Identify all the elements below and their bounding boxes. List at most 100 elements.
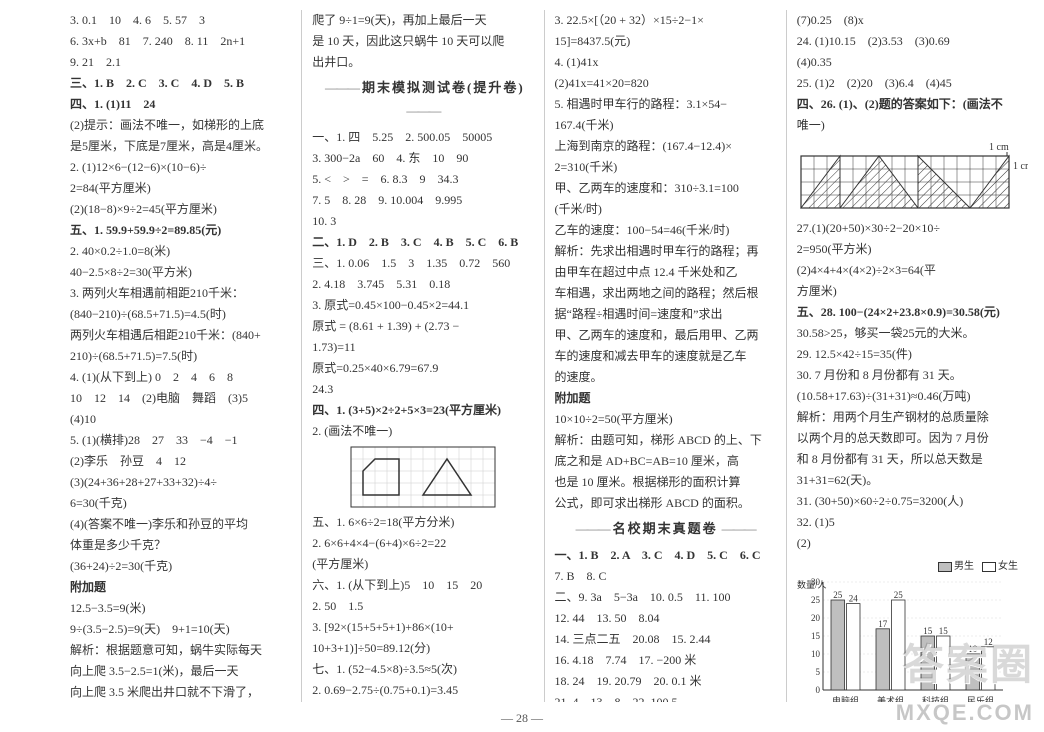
c4-27-2: 2=950(平方米) (797, 239, 1018, 260)
c1-si-h: 四、1. (1)11 24 (70, 94, 291, 115)
c3-er-6: 21. 4 13 8 22. 100.5 (555, 692, 776, 702)
c1-wu-6: 210)÷(68.5+71.5)=7.5(时) (70, 346, 291, 367)
c3-f-3: 底之和是 AD+BC=AB=10 厘米，高 (555, 451, 776, 472)
c3-t-3: 4. (1)41x (555, 52, 776, 73)
c4-si-h2: 唯一) (797, 115, 1018, 136)
c3-t-12: 解析：先求出相遇时甲车行的路程；再 (555, 241, 776, 262)
c3-er-3: 14. 三点二五 20.08 15. 2.44 (555, 629, 776, 650)
c2-qi-3: (千米) (312, 701, 533, 703)
c3-t-1: 3. 22.5×[（20 + 32）×15÷2−1× (555, 10, 776, 31)
c1-l3: 9. 21 2.1 (70, 52, 291, 73)
c1-f-3: 解析：根据题意可知，蜗牛实际每天 (70, 640, 291, 661)
c4-wu-6: 以两个月的总天数即可。因为 7 月份 (797, 428, 1018, 449)
c1-wu-4: (840−210)÷(68.5+71.5)=4.5(时) (70, 304, 291, 325)
c2-title: 期末模拟测试卷(提升卷) (312, 77, 533, 123)
c4-wu-8: 31+31=62(天)。 (797, 470, 1018, 491)
c3-t-7: 上海到南京的路程：(167.4−12.4)× (555, 136, 776, 157)
c3-t-6: 167.4(千米) (555, 115, 776, 136)
watermark-main: 答案圈 (902, 631, 1034, 692)
c1-wu-16: (36+24)÷2=30(千克) (70, 556, 291, 577)
c1-wu-5: 两列火车相遇后相距210千米：(840+ (70, 325, 291, 346)
c1-wu-15: 体重是多少千克？ (70, 535, 291, 556)
c4-wu-5: 解析：用两个月生产钢材的总质量除 (797, 407, 1018, 428)
legend-girl: 女生 (982, 558, 1018, 576)
c1-wu-h: 五、1. 59.9+59.9÷2=89.85(元) (70, 220, 291, 241)
c2-yi-3: 5. < > = 6. 8.3 9 34.3 (312, 169, 533, 190)
legend-boy-label: 男生 (954, 561, 974, 572)
c2-cont-3: 出井口。 (312, 52, 533, 73)
c2-san-4: 原式 = (8.61 + 1.39) + (2.73 − (312, 316, 533, 337)
grid-triangles-figure: 1 cm1 cm (797, 140, 1028, 214)
c1-si-4: 2=84(平方厘米) (70, 178, 291, 199)
c3-er-4: 16. 4.18 7.74 17. −200 米 (555, 650, 776, 671)
c4-wu-3: 30. 7 月份和 8 月份都有 31 天。 (797, 365, 1018, 386)
c4-c-1: (7)0.25 (8)x (797, 10, 1018, 31)
c3-title2: 名校期末真题卷 (555, 518, 776, 541)
c3-f-4: 也是 10 厘米。根据梯形的面积计算 (555, 472, 776, 493)
c1-l1: 3. 0.1 10 4. 6 5. 57 3 (70, 10, 291, 31)
c3-t-15: 据“路程÷相遇时间=速度和”求出 (555, 304, 776, 325)
c2-san-2: 2. 4.18 3.745 5.31 0.18 (312, 274, 533, 295)
c2-liu-2: 2. 50 1.5 (312, 596, 533, 617)
c1-si-1: (2)提示：画法不唯一，如梯形的上底 (70, 115, 291, 136)
c4-27-4: 方厘米) (797, 281, 1018, 302)
c4-c-3: (4)0.35 (797, 52, 1018, 73)
c2-san-7: 24.3 (312, 379, 533, 400)
chart-legend: 男生 女生 (797, 558, 1018, 576)
c3-t-2: 15]=8437.5(元) (555, 31, 776, 52)
legend-girl-label: 女生 (998, 561, 1018, 572)
c3-er-2: 12. 44 13. 50 8.04 (555, 608, 776, 629)
c3-er-1: 二、9. 3a 5−3a 10. 0.5 11. 100 (555, 587, 776, 608)
svg-text:5: 5 (815, 667, 820, 677)
c4-wu-7: 和 8 月份都有 31 天，所以总天数是 (797, 449, 1018, 470)
svg-text:电脑组: 电脑组 (832, 695, 859, 703)
c4-wu-1: 30.58>25，够买一袋25元的大米。 (797, 323, 1018, 344)
c2-cont-2: 是 10 天，因此这只蜗牛 10 天可以爬 (312, 31, 533, 52)
c2-qi-2: 2. 0.69−2.75÷(0.75+0.1)=3.45 (312, 680, 533, 701)
svg-text:20: 20 (811, 613, 821, 623)
svg-text:24: 24 (849, 593, 859, 603)
svg-text:25: 25 (894, 590, 904, 600)
column-2: 爬了 9÷1=9(天)，再加上最后一天 是 10 天，因此这只蜗牛 10 天可以… (302, 10, 544, 702)
column-1: 3. 0.1 10 4. 6 5. 57 3 6. 3x+b 81 7. 240… (60, 10, 302, 702)
svg-text:30: 30 (811, 578, 821, 587)
c2-yi-5: 10. 3 (312, 211, 533, 232)
c1-wu-14: (4)(答案不唯一)李乐和孙豆的平均 (70, 514, 291, 535)
c4-wu-10: 32. (1)5 (797, 512, 1018, 533)
c4-wu-4: (10.58+17.63)÷(31+31)≈0.46(万吨) (797, 386, 1018, 407)
c1-wu-7: 4. (1)(从下到上) 0 2 4 6 8 (70, 367, 291, 388)
c1-wu-1: 2. 40×0.2÷1.0=8(米) (70, 241, 291, 262)
svg-text:25: 25 (811, 595, 821, 605)
c1-wu-13: 6=30(千克) (70, 493, 291, 514)
svg-text:10: 10 (811, 649, 821, 659)
c3-t-16: 甲、乙两车的速度和，最后用甲、乙两 (555, 325, 776, 346)
c4-wu-9: 31. (30+50)×60÷2÷0.75=3200(人) (797, 491, 1018, 512)
c3-t-10: (千米/时) (555, 199, 776, 220)
c1-f-4: 向上爬 3.5−2.5=1(米)，最后一天 (70, 661, 291, 682)
c4-c-2: 24. (1)10.15 (2)3.53 (3)0.69 (797, 31, 1018, 52)
c1-wu-8: 10 12 14 (2)电脑 舞蹈 (3)5 (70, 388, 291, 409)
svg-text:25: 25 (833, 590, 843, 600)
c3-t-18: 的速度。 (555, 367, 776, 388)
c2-san-3: 3. 原式=0.45×100−0.45×2=44.1 (312, 295, 533, 316)
c2-yi-4: 7. 5 8. 28 9. 10.004 9.995 (312, 190, 533, 211)
c1-l2: 6. 3x+b 81 7. 240 8. 11 2n+1 (70, 31, 291, 52)
c1-fujia-t: 附加题 (70, 577, 291, 598)
c2-wu-2: 2. 6×6+4×4−(6+4)×6÷2=22 (312, 533, 533, 554)
c1-san: 三、1. B 2. C 3. C 4. D 5. B (70, 73, 291, 94)
c2-san-6: 原式=0.25×40×6.79=67.9 (312, 358, 533, 379)
c2-wu-3: (平方厘米) (312, 554, 533, 575)
c4-27-3: (2)4×4+4×(4×2)÷2×3=64(平 (797, 260, 1018, 281)
c1-wu-9: (4)10 (70, 409, 291, 430)
c2-liu-4: 10+3+1)]÷50=89.12(分) (312, 638, 533, 659)
c1-f-2: 9÷(3.5−2.5)=9(天) 9+1=10(天) (70, 619, 291, 640)
svg-text:1 cm: 1 cm (989, 142, 1009, 153)
c2-cont-1: 爬了 9÷1=9(天)，再加上最后一天 (312, 10, 533, 31)
c3-yi2: 7. B 8. C (555, 566, 776, 587)
column-4: (7)0.25 (8)x 24. (1)10.15 (2)3.53 (3)0.6… (787, 10, 1028, 702)
c3-f-2: 解析：由题可知，梯形 ABCD 的上、下 (555, 430, 776, 451)
c3-t-11: 乙车的速度：100−54=46(千米/时) (555, 220, 776, 241)
c1-f-1: 12.5−3.5=9(米) (70, 598, 291, 619)
c3-f-1: 10×10÷2=50(平方厘米) (555, 409, 776, 430)
c4-c-4: 25. (1)2 (2)20 (3)6.4 (4)45 (797, 73, 1018, 94)
